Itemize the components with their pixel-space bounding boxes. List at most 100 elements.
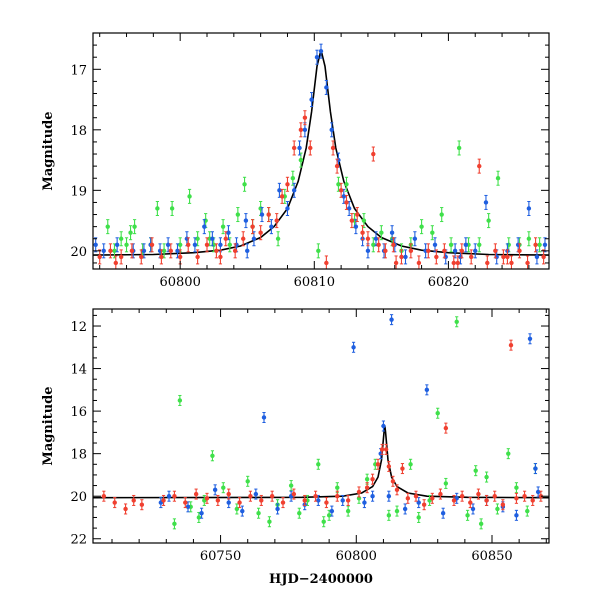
data-point-red (430, 496, 435, 501)
data-point-red (434, 254, 439, 260)
data-point-red (393, 260, 399, 266)
data-point-red (364, 485, 370, 490)
data-point-blue (526, 206, 532, 211)
data-point-red (101, 494, 107, 499)
data-point-red (349, 218, 355, 223)
data-point-green (435, 411, 440, 416)
data-point-green (506, 451, 511, 456)
y-tick-label: 22 (70, 533, 87, 548)
data-point-green (221, 485, 226, 490)
data-point-red (335, 494, 340, 499)
data-point-blue (353, 224, 359, 229)
data-point-green (172, 521, 177, 527)
data-point-green (195, 236, 200, 241)
data-point-red (214, 248, 219, 254)
data-point-green (408, 462, 413, 467)
x-tick-label: 60800 (159, 275, 200, 290)
data-point-red (204, 242, 210, 247)
data-point-green (227, 242, 232, 247)
data-point-green (456, 145, 462, 151)
data-point-green (448, 242, 454, 247)
data-point-red (375, 462, 381, 467)
data-point-green (288, 483, 294, 488)
data-point-red (469, 254, 474, 260)
data-point-blue (542, 242, 548, 247)
data-point-red (338, 188, 344, 193)
data-point-blue (141, 248, 147, 254)
data-point-blue (424, 387, 430, 393)
data-point-red (455, 260, 460, 266)
data-point-blue (297, 145, 302, 151)
data-point-green (379, 230, 384, 235)
series-blue (158, 314, 541, 521)
data-point-red (302, 498, 307, 503)
data-point-blue (285, 206, 290, 211)
data-point-red (161, 498, 166, 503)
data-point-red (538, 494, 544, 499)
data-point-blue (269, 224, 274, 229)
data-point-blue (534, 254, 540, 260)
data-point-green (242, 182, 247, 187)
data-point-red (525, 260, 530, 266)
data-point-red (204, 496, 210, 501)
plot-frame (92, 32, 550, 270)
data-point-green (371, 242, 376, 247)
y-tick-label: 20 (70, 490, 87, 505)
data-point-red (356, 489, 362, 495)
y-axis-label: Magnitude (41, 111, 56, 190)
data-point-red (241, 236, 246, 241)
data-point-blue (533, 466, 538, 471)
data-point-red (477, 163, 482, 169)
data-point-red (183, 500, 188, 505)
data-point-red (451, 260, 456, 266)
data-point-blue (185, 504, 191, 510)
data-point-green (124, 242, 129, 247)
data-point-blue (226, 230, 231, 235)
data-point-green (161, 248, 167, 254)
data-point-blue (452, 248, 458, 254)
data-point-blue (432, 242, 438, 247)
data-point-green (169, 206, 175, 211)
data-point-blue (202, 224, 207, 229)
data-point-green (177, 242, 183, 247)
data-point-red (541, 254, 546, 260)
data-point-red (223, 236, 228, 241)
data-point-red (399, 254, 404, 260)
data-point-red (530, 498, 535, 503)
data-point-blue (101, 248, 106, 254)
data-point-green (177, 398, 183, 403)
data-point-red (291, 145, 297, 151)
data-point-blue (165, 242, 171, 247)
y-axis-label: Magnitude (41, 386, 56, 465)
data-point-green (419, 224, 424, 229)
x-tick-label: 60750 (200, 549, 241, 564)
data-point-blue (514, 513, 519, 518)
data-point-green (235, 212, 241, 217)
data-point-green (336, 182, 341, 187)
x-tick-label: 60820 (428, 275, 469, 290)
data-point-green (484, 474, 489, 480)
data-point-blue (318, 48, 324, 54)
data-point-green (132, 224, 137, 229)
data-point-red (186, 242, 191, 247)
data-point-red (500, 502, 506, 507)
data-point-green (454, 319, 459, 324)
data-point-green (290, 176, 296, 181)
data-point-red (193, 491, 199, 497)
data-point-green (128, 230, 133, 235)
data-point-red (123, 506, 128, 512)
data-point-red (291, 491, 297, 497)
data-point-red (459, 494, 465, 499)
data-point-blue (340, 498, 345, 503)
data-point-red (131, 498, 136, 503)
data-point-red (259, 498, 264, 503)
data-point-blue (351, 345, 356, 350)
data-point-red (108, 248, 113, 254)
data-point-red (509, 260, 514, 266)
data-point-red (218, 254, 223, 260)
data-point-red (383, 447, 389, 452)
y-tick-label: 20 (70, 245, 87, 260)
data-point-red (313, 494, 318, 499)
data-point-blue (251, 236, 257, 241)
